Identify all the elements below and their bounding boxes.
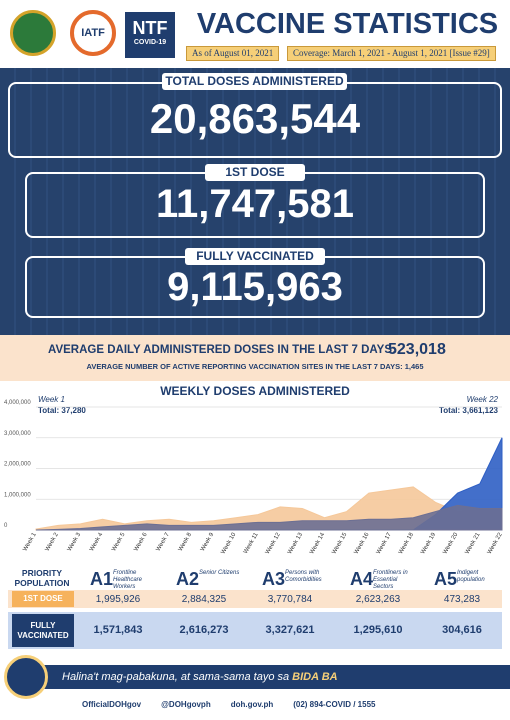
slogan-text: Halina't mag-pabakuna, at sama-sama tayo… bbox=[62, 671, 290, 683]
title: VACCINE STATISTICS bbox=[196, 8, 499, 40]
start-total: Total: 37,280 bbox=[38, 406, 86, 415]
end-label: Week 22 bbox=[467, 395, 499, 404]
x-tick-label: Week 19 bbox=[420, 531, 437, 555]
group-desc: Persons with Comorbidities bbox=[285, 570, 322, 583]
group-desc: Indigent population bbox=[457, 570, 485, 583]
group-desc: Senior Citizens bbox=[199, 570, 240, 576]
cell: 2,884,325 bbox=[181, 594, 227, 605]
group-desc: Frontliners in Essential Sectors bbox=[373, 570, 408, 590]
row-bg bbox=[8, 590, 502, 608]
cell: 304,616 bbox=[442, 624, 482, 636]
x-tick-label: Week 10 bbox=[220, 531, 237, 555]
coverage: Coverage: March 1, 2021 - August 1, 2021… bbox=[287, 46, 496, 61]
stat-label: FULLY VACCINATED bbox=[185, 248, 325, 265]
x-tick-label: Week 6 bbox=[133, 531, 149, 552]
doh-logo bbox=[10, 10, 56, 56]
cell: 3,770,784 bbox=[267, 594, 313, 605]
group-code: A2 bbox=[176, 569, 200, 589]
slogan-bold: BIDA BA bbox=[292, 671, 338, 683]
x-tick-label: Week 7 bbox=[156, 531, 172, 552]
ntf-text: NTF bbox=[132, 18, 168, 38]
ntf-sub: COVID-19 bbox=[133, 39, 167, 46]
hotline: (02) 894-COVID / 1555 bbox=[293, 700, 376, 709]
y-tick-label: 2,000,000 bbox=[4, 462, 31, 468]
cell: 3,327,621 bbox=[265, 624, 315, 636]
end-total: Total: 3,661,123 bbox=[439, 406, 499, 415]
x-tick-label: Week 22 bbox=[487, 531, 504, 555]
cell: 2,623,263 bbox=[355, 594, 401, 605]
group-desc: Frontline Healthcare Workers bbox=[113, 570, 143, 590]
cell: 473,283 bbox=[443, 594, 481, 605]
website: doh.gov.ph bbox=[230, 700, 274, 709]
slogan: Halina't mag-pabakuna, at sama-sama tayo… bbox=[62, 671, 338, 683]
chart-title: WEEKLY DOSES ADMINISTERED bbox=[160, 384, 350, 398]
x-tick-label: Week 18 bbox=[398, 531, 415, 555]
chart: WEEKLY DOSES ADMINISTERED Week 1 Total: … bbox=[4, 384, 504, 555]
row-bg bbox=[8, 612, 502, 649]
area bbox=[35, 504, 503, 531]
x-tick-label: Week 11 bbox=[243, 531, 260, 555]
group-code: A5 bbox=[434, 569, 458, 589]
x-tick-label: Week 17 bbox=[376, 531, 393, 555]
group-code: A3 bbox=[262, 569, 286, 589]
slogan-bar bbox=[40, 665, 510, 689]
as-of: As of August 01, 2021 bbox=[186, 46, 280, 61]
x-tick-label: Week 3 bbox=[67, 531, 83, 552]
bida-logo bbox=[4, 655, 48, 699]
average-value: 523,018 bbox=[388, 341, 446, 358]
twitter: @DOHgovph bbox=[161, 700, 211, 709]
y-tick-label: 4,000,000 bbox=[4, 400, 31, 406]
cell: 1,571,843 bbox=[93, 624, 143, 636]
x-tick-label: Week 16 bbox=[354, 531, 371, 555]
y-tick-label: 3,000,000 bbox=[4, 431, 31, 437]
x-tick-label: Week 12 bbox=[265, 531, 282, 555]
cell: 1,995,926 bbox=[95, 594, 141, 605]
average-label: AVERAGE DAILY ADMINISTERED DOSES IN THE … bbox=[48, 344, 396, 356]
y-tick-label: 0 bbox=[4, 523, 8, 529]
row-label: 1ST DOSE bbox=[12, 591, 74, 607]
x-tick-label: Week 4 bbox=[89, 531, 105, 552]
cell: 2,616,273 bbox=[179, 624, 229, 636]
average-panel bbox=[0, 335, 510, 381]
facebook: OfficialDOHgov bbox=[82, 700, 142, 709]
stat-value: 9,115,963 bbox=[167, 265, 343, 309]
y-tick-label: 1,000,000 bbox=[4, 492, 31, 498]
x-tick-label: Week 14 bbox=[309, 531, 326, 555]
stat-label: 1ST DOSE bbox=[205, 164, 305, 181]
group-code: A1 bbox=[90, 569, 114, 589]
stats-panel bbox=[0, 68, 510, 335]
x-tick-label: Week 15 bbox=[331, 531, 348, 555]
cell: 1,295,610 bbox=[353, 624, 403, 636]
ntf-logo: NTF COVID-19 bbox=[125, 12, 175, 58]
x-tick-label: Week 2 bbox=[45, 531, 61, 552]
group-code: A4 bbox=[350, 569, 374, 589]
x-tick-label: Week 8 bbox=[178, 531, 194, 552]
x-tick-label: Week 20 bbox=[442, 531, 459, 555]
table-header: PRIORITY POPULATION bbox=[14, 568, 70, 588]
x-tick-label: Week 9 bbox=[200, 531, 216, 552]
x-tick-label: Week 1 bbox=[22, 531, 38, 552]
stat-label: TOTAL DOSES ADMINISTERED bbox=[162, 73, 347, 90]
x-tick-label: Week 5 bbox=[111, 531, 127, 552]
sites: AVERAGE NUMBER OF ACTIVE REPORTING VACCI… bbox=[86, 362, 424, 371]
x-tick-label: Week 13 bbox=[287, 531, 304, 555]
stat-value: 20,863,544 bbox=[149, 95, 361, 142]
iatf-logo: IATF bbox=[70, 10, 116, 56]
start-label: Week 1 bbox=[38, 395, 65, 404]
row-label: FULLY VACCINATED bbox=[12, 614, 74, 647]
stat-value: 11,747,581 bbox=[156, 182, 354, 226]
social: OfficialDOHgov @DOHgovph doh.gov.ph (02)… bbox=[82, 700, 375, 709]
x-tick-label: Week 21 bbox=[465, 531, 482, 555]
